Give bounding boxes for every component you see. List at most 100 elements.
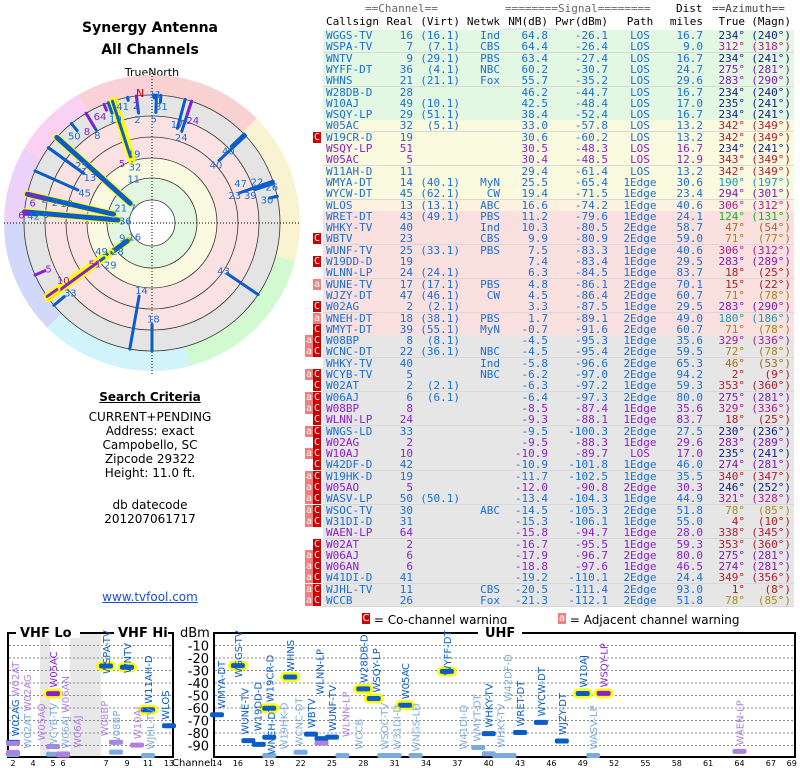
noise-margin: 1.7 <box>528 311 548 325</box>
table-row[interactable]: W06AJ 6 (6.1) -6.4 -97.3 2Edge 80.0 275° (281°) <box>323 390 794 404</box>
table-row[interactable]: W28DB-D 28 46.2 -44.7 LOS 16.7 234° (240°) <box>323 85 794 99</box>
table-row[interactable]: W05AO 5 -12.0 -90.8 2Edge 30.3 246° (252°) <box>323 482 794 493</box>
table-row[interactable]: WBTV 23 CBS 9.9 -80.9 2Edge 59.0 71° (77°) <box>323 232 794 246</box>
table-row[interactable]: W19CR-D 19 30.6 -60.2 LOS 13.2 342° (349°) <box>323 131 794 143</box>
table-row[interactable]: WHKY-TV 40 Ind -5.8 -96.6 2Edge 65.3 46° (53°) <box>323 356 794 370</box>
station-channel-label: 11 <box>149 90 162 101</box>
table-row[interactable]: W10AJ 49 (10.1) 42.5 -48.4 LOS 17.0 235° (241°) <box>323 96 794 110</box>
table-row[interactable]: WNTV 9 (29.1) PBS 63.4 -27.4 LOS 16.7 234° (241°) <box>323 52 794 64</box>
table-row[interactable]: WJZY-DT 47 (46.1) CW 4.5 -86.4 2Edge 60.7 71° (78… <box>323 288 794 302</box>
table-row[interactable]: W08BP 8 (8.1) -4.5 -95.3 1Edge 35.6 329° (336°) <box>323 335 794 347</box>
table-row[interactable]: WMYA-DT 14 (40.1) MyN 25.5 -65.4 1Edge 30.6 190°… <box>323 175 794 189</box>
real-channel: 16 <box>399 29 413 42</box>
table-row[interactable]: WASV-LP 50 (50.1) -13.4 -104.3 1Edge 44.9 321° (… <box>323 493 794 505</box>
station-bearing-line <box>110 99 132 159</box>
station-channel-label: 21 <box>114 203 127 214</box>
table-row[interactable]: WAEN-LP 64 -15.8 -94.7 1Edge 28.0 338° (345°) <box>323 527 794 539</box>
table-row[interactable]: WHNS 21 (21.1) Fox 55.7 -35.2 LOS 29.6 283° (290°… <box>323 75 794 87</box>
power: -52.4 <box>574 108 608 122</box>
station-power-marker <box>314 736 329 742</box>
path: 1Edge <box>623 198 657 212</box>
label-bg <box>114 624 168 638</box>
table-row[interactable]: W19HK-D 19 -11.7 -102.5 1Edge 35.5 340° (347°) <box>323 470 794 482</box>
table-row[interactable]: WCCB 26 Fox -21.3 -112.1 2Edge 51.8 78° (85°) <box>323 595 794 606</box>
table-row[interactable]: W02AT 2 -16.7 -95.5 1Edge 59.3 353° (360°) <box>323 537 794 551</box>
table-row[interactable]: W41DI-D 41 -19.2 -110.1 2Edge 24.4 349° (356°) <box>323 572 794 584</box>
table-row[interactable]: WJHL-TV 11 CBS -20.5 -111.4 2Edge 93.0 1° (8°) <box>323 583 794 595</box>
station-channel-label: 32 <box>129 162 142 173</box>
real-channel: 7 <box>406 40 413 54</box>
table-row[interactable]: WNGS-LD 33 -9.5 -100.3 2Edge 27.5 230° (236°) <box>323 425 794 437</box>
path: 1Edge <box>623 266 657 280</box>
noise-margin: -5.8 <box>521 356 549 370</box>
table-row[interactable]: WSQY-LP 51 30.5 -48.3 LOS 16.7 234° (241°) <box>323 143 794 154</box>
table-row[interactable]: WGGS-TV 16 (16.1) Ind 64.8 -26.1 LOS 16.7 234° (2… <box>323 30 794 41</box>
table-row[interactable]: WYFF-DT 36 (4.1) NBC 60.2 -30.7 LOS 24.7 275° (28… <box>323 62 794 76</box>
table-row[interactable]: WHKY-TV 40 Ind 10.3 -80.5 2Edge 58.7 47° (54°) <box>323 222 794 234</box>
table-row[interactable]: WRET-DT 43 (49.1) PBS 11.2 -79.6 1Edge 24.1 124°… <box>323 210 794 222</box>
table-row[interactable]: W02AT 2 (2.1) -6.3 -97.2 1Edge 59.3 353° (360°) <box>323 379 794 393</box>
callsign: W06AN <box>326 560 360 574</box>
station-channel-label: 14 <box>135 286 148 297</box>
station-channel-label: 10 <box>57 276 70 287</box>
power: -80.9 <box>574 232 608 246</box>
power: -97.2 <box>574 379 608 393</box>
table-row[interactable]: W08BP 8 -8.5 -87.4 1Edge 35.6 329° (336°) <box>323 402 794 414</box>
dbm-tick-label: -60 <box>188 702 209 717</box>
station-power-marker <box>304 731 319 737</box>
station-marker-label: W10AJ <box>579 655 590 687</box>
table-row[interactable]: WSQY-LP 29 (51.1) 38.4 -52.4 LOS 16.7 234° (241°… <box>323 108 794 122</box>
station-channel-label: 47 <box>234 179 247 190</box>
table-row[interactable]: W42DF-D 42 -10.9 -101.8 1Edge 46.0 274° (281°) <box>323 459 794 471</box>
table-row[interactable]: WLNN-LP 24 -9.3 -88.1 1Edge 83.7 18° (25°) <box>323 414 794 426</box>
vhf-channel-tick: 9 <box>124 759 129 768</box>
station-marker-label: WNEH-DT <box>267 705 278 755</box>
table-row[interactable]: WSOC-TV 30 ABC -14.5 -105.3 2Edge 51.8 78° (85°) <box>323 504 794 516</box>
table-row[interactable]: W05AC 32 (5.1) 33.0 -57.8 LOS 13.2 342° (349°) <box>323 119 794 133</box>
table-row[interactable]: WUNF-TV 25 (33.1) PBS 7.5 -83.3 1Edge 40.6 306° (… <box>323 244 794 256</box>
table-row[interactable]: WUNE-TV 17 (17.1) PBS 4.8 -86.1 2Edge 70.1 15° (2… <box>323 277 794 291</box>
power: -86.1 <box>574 277 608 291</box>
table-row[interactable]: WLOS 13 (13.1) ABC 16.6 -74.2 1Edge 40.6 306° (31… <box>323 198 794 212</box>
station-marker-label: WMYA-DT <box>217 660 228 709</box>
table-row[interactable]: WCNC-DT 22 (36.1) NBC -4.5 -95.4 2Edge 59.5 72° (… <box>323 345 794 359</box>
callsign: WBTV <box>326 232 353 246</box>
noise-margin: -16.7 <box>514 537 548 551</box>
table-row[interactable]: W31DI-D 31 -15.3 -106.1 1Edge 55.0 4° (10°) <box>323 514 794 528</box>
power: -48.4 <box>574 96 608 110</box>
table-row[interactable]: WCYB-TV 5 NBC -6.2 -97.0 2Edge 94.2 2° (9°) <box>323 369 794 380</box>
virtual-channel: (6.1) <box>426 390 460 404</box>
table-row[interactable]: WLNN-LP 24 (24.1) 6.3 -84.5 1Edge 83.7 18° (25°) <box>323 266 794 280</box>
virtual-channel: (46.1) <box>420 288 460 302</box>
table-row[interactable]: W06AJ 6 -17.9 -96.7 2Edge 80.0 275° (281°) <box>323 548 794 562</box>
tvfool-link[interactable]: www.tvfool.com <box>102 590 198 604</box>
table-row[interactable]: W02AG 2 (2.1) 3.3 -87.5 1Edge 29.5 283° (290°) <box>323 301 794 313</box>
virtual-channel: (62.1) <box>420 187 460 201</box>
power: -96.7 <box>574 548 608 562</box>
power: -30.7 <box>574 62 608 76</box>
power: -44.7 <box>574 85 608 99</box>
table-row[interactable]: W02AG 2 -9.5 -88.3 1Edge 29.6 283° (289°) <box>323 436 794 448</box>
table-row[interactable]: W10AJ 10 -10.9 -89.7 LOS 17.0 235° (241°) <box>323 448 794 460</box>
noise-margin: 33.0 <box>521 119 549 133</box>
station-channel-label: 19 <box>128 150 141 161</box>
table-row[interactable]: W06AN 6 -18.8 -97.6 1Edge 46.5 274° (281°) <box>323 560 794 574</box>
callsign: W31DI-D <box>326 514 373 528</box>
azimuth-magnetic: (240°) <box>751 85 791 99</box>
azimuth-magnetic: (25°) <box>757 266 791 280</box>
path: 1Edge <box>623 187 657 201</box>
virtual-channel: (36.1) <box>420 345 460 359</box>
station-power-marker <box>293 749 308 755</box>
table-row[interactable]: W05AC 5 30.4 -48.5 LOS 12.9 343° (349°) <box>323 154 794 166</box>
real-channel: 5 <box>406 481 413 494</box>
table-row[interactable]: WMYT-DT 39 (55.1) MyN -0.7 -91.6 2Edge 60.7 71° (… <box>323 323 794 335</box>
power: -48.3 <box>574 142 608 155</box>
noise-margin: 25.5 <box>521 175 549 189</box>
table-row[interactable]: W11AH-D 11 29.4 -61.4 LOS 13.2 342° (349°) <box>323 164 794 178</box>
path: LOS <box>630 164 650 178</box>
adjacent-channel-warning-icon: a <box>305 493 313 505</box>
table-row[interactable]: WYCW-DT 45 (62.1) CW 19.4 -71.5 1Edge 23.4 294° (… <box>323 187 794 201</box>
table-row[interactable]: W19DD-D 19 7.4 -83.4 1Edge 29.5 283° (289°) <box>323 256 794 267</box>
table-row[interactable]: WNEH-DT 18 (38.1) PBS 1.7 -89.1 2Edge 49.0 180° (… <box>323 311 794 325</box>
table-row[interactable]: WSPA-TV 7 (7.1) CBS 64.4 -26.4 LOS 9.0 312° (318°… <box>323 40 794 54</box>
